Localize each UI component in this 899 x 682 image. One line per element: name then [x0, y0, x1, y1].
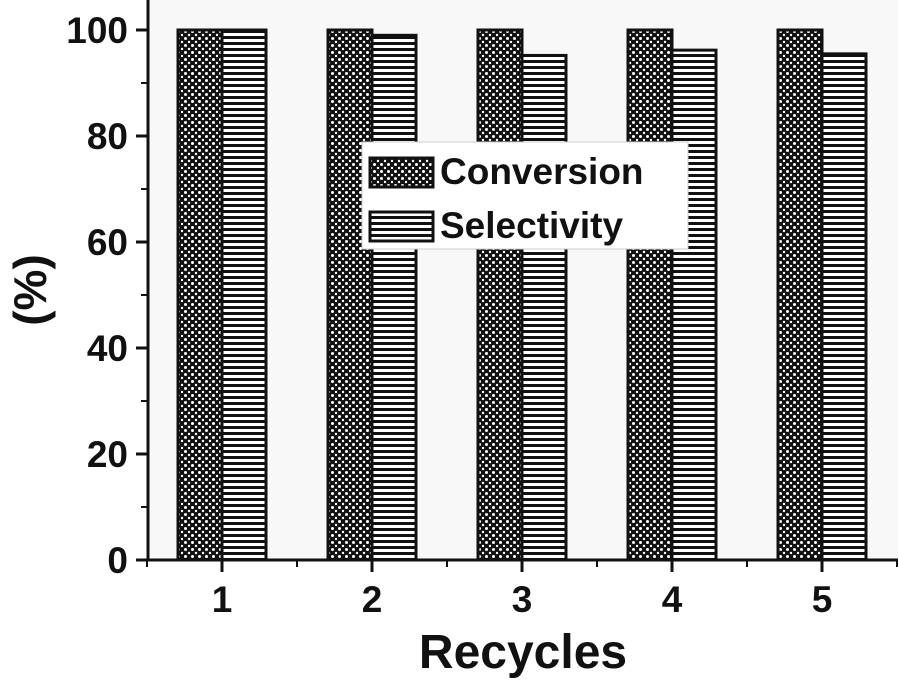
- x-tick-label: 2: [362, 579, 383, 620]
- x-axis-title: Recycles: [419, 626, 627, 679]
- y-tick-label: 80: [87, 116, 128, 157]
- x-tick-label: 3: [512, 579, 533, 620]
- y-axis-title: (%): [4, 254, 56, 326]
- bars-group: [176, 28, 868, 562]
- x-tick-labels: 1 2 3 4 5: [212, 579, 833, 620]
- legend-swatch-selectivity: [368, 210, 435, 243]
- bar-selectivity-1: [220, 28, 268, 562]
- y-tick-label: 0: [107, 540, 128, 581]
- bar-conversion-3: [476, 28, 524, 562]
- y-tick-label: 60: [87, 222, 128, 263]
- legend-label-conversion: Conversion: [440, 151, 644, 192]
- y-tick-label: 100: [66, 10, 128, 51]
- bar-conversion-4: [626, 28, 674, 562]
- legend-label-selectivity: Selectivity: [440, 205, 623, 246]
- y-tick-label: 20: [87, 434, 128, 475]
- legend: Conversion Selectivity: [361, 141, 689, 250]
- y-tick-labels: 0 20 40 60 80 100: [66, 10, 128, 581]
- bar-selectivity-2: [370, 33, 418, 562]
- y-tick-label: 40: [87, 328, 128, 369]
- bar-selectivity-5: [820, 52, 868, 562]
- legend-swatch-conversion: [368, 156, 435, 189]
- bar-conversion-2: [326, 28, 374, 562]
- axes-group: [136, 0, 898, 572]
- bar-selectivity-3: [520, 53, 568, 562]
- bar-conversion-5: [776, 28, 824, 562]
- x-tick-label: 1: [212, 579, 233, 620]
- bar-selectivity-4: [670, 48, 718, 562]
- x-tick-label: 5: [812, 579, 833, 620]
- x-tick-label: 4: [662, 579, 683, 620]
- bar-conversion-1: [176, 28, 224, 562]
